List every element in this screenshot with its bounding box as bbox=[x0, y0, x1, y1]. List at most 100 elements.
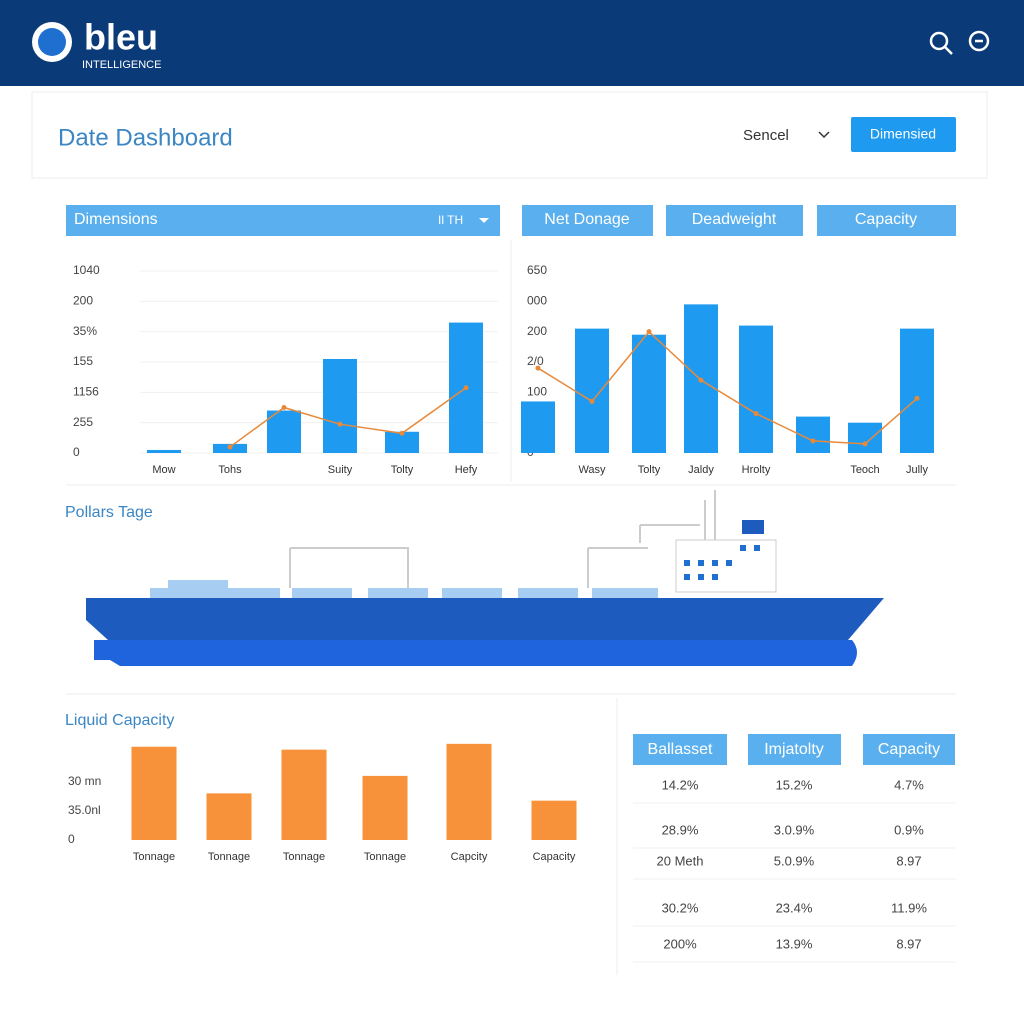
x-tick-label: Capcity bbox=[451, 851, 488, 863]
y-tick-label: 1040 bbox=[73, 263, 100, 277]
tab[interactable] bbox=[522, 205, 653, 236]
button-label[interactable]: Dimensied bbox=[870, 126, 936, 142]
point bbox=[753, 411, 759, 417]
tab-dropdown[interactable]: Il TH bbox=[438, 213, 463, 227]
x-tick-label: Tonnage bbox=[133, 851, 175, 863]
y-tick-label: 30 mn bbox=[68, 774, 101, 788]
x-tick-label: Jaldy bbox=[688, 464, 714, 476]
x-tick-label: Suity bbox=[328, 464, 353, 476]
table-cell: 28.9% bbox=[662, 822, 699, 837]
bar bbox=[900, 328, 934, 453]
column-header: Imjatolty bbox=[764, 741, 824, 758]
tab[interactable] bbox=[66, 205, 500, 236]
point bbox=[463, 385, 469, 391]
y-tick-label: 200 bbox=[73, 294, 93, 308]
ship bbox=[86, 490, 884, 666]
column-header: Capacity bbox=[878, 741, 940, 758]
select[interactable]: Sencel bbox=[743, 127, 789, 144]
x-tick-label: Tolty bbox=[391, 464, 414, 476]
point bbox=[698, 377, 704, 383]
y-tick-label: 000 bbox=[527, 294, 547, 308]
x-tick-label: Wasy bbox=[578, 464, 606, 476]
y-tick-label: 155 bbox=[73, 354, 93, 368]
bar bbox=[521, 401, 555, 453]
table-cell: 5.0.9% bbox=[774, 853, 815, 868]
bar bbox=[131, 746, 177, 840]
bar bbox=[575, 328, 609, 453]
table-cell: 8.97 bbox=[896, 853, 921, 868]
point bbox=[337, 421, 343, 427]
tab[interactable] bbox=[666, 205, 803, 236]
x-tick-label: Tohs bbox=[218, 464, 242, 476]
chart-title: Liquid Capacity bbox=[65, 712, 174, 729]
table-cell: 3.0.9% bbox=[774, 822, 815, 837]
tab[interactable] bbox=[817, 205, 956, 236]
bar bbox=[147, 449, 181, 453]
x-tick-label: Jully bbox=[906, 464, 929, 476]
y-tick-label: 0 bbox=[68, 832, 75, 846]
table-cell: 0.9% bbox=[894, 822, 924, 837]
button[interactable] bbox=[851, 117, 956, 152]
table-cell: 11.9% bbox=[891, 900, 927, 915]
bar bbox=[323, 358, 357, 453]
search-icon[interactable] bbox=[929, 31, 953, 55]
y-tick-label: 0 bbox=[73, 445, 80, 459]
table-cell: 8.97 bbox=[896, 936, 921, 951]
table-cell: 13.9% bbox=[776, 936, 813, 951]
point bbox=[862, 441, 868, 447]
point bbox=[281, 405, 287, 410]
table-header bbox=[748, 734, 841, 765]
table-header bbox=[633, 734, 727, 765]
y-tick-label: 2/0 bbox=[527, 354, 544, 368]
y-tick-label: 35% bbox=[73, 324, 97, 338]
bar bbox=[632, 334, 666, 453]
table-cell: 30.2% bbox=[662, 900, 699, 915]
tab-label[interactable]: Capacity bbox=[855, 211, 917, 228]
table-cell: 20 Meth bbox=[657, 853, 704, 868]
point bbox=[810, 438, 816, 444]
table-cell: 15.2% bbox=[776, 777, 813, 792]
zoom-icon[interactable] bbox=[968, 30, 990, 52]
x-tick-label: Tonnage bbox=[283, 851, 325, 863]
y-tick-label: 200 bbox=[527, 324, 547, 338]
tab-arrow[interactable] bbox=[479, 218, 489, 223]
table-cell: 4.7% bbox=[894, 777, 924, 792]
x-tick-label: Tolty bbox=[638, 464, 661, 476]
x-tick-label: Tonnage bbox=[364, 851, 406, 863]
point bbox=[535, 365, 541, 371]
tab-label[interactable]: Deadweight bbox=[692, 211, 777, 228]
bar bbox=[281, 749, 327, 840]
select-arrow[interactable] bbox=[818, 131, 830, 139]
x-tick-label: Teoch bbox=[850, 464, 879, 476]
table-cell: 23.4% bbox=[776, 900, 813, 915]
logo: bleu bbox=[84, 17, 158, 58]
point bbox=[646, 329, 652, 335]
x-tick-label: Hefy bbox=[455, 464, 478, 476]
bar bbox=[385, 431, 419, 453]
bar bbox=[531, 800, 577, 840]
y-tick-label: 1156 bbox=[73, 385, 99, 399]
bar bbox=[848, 422, 882, 453]
toolbar bbox=[31, 91, 988, 179]
x-tick-label: Mow bbox=[152, 464, 175, 476]
section-title: Pollars Tage bbox=[65, 504, 153, 521]
table-header bbox=[863, 734, 955, 765]
top-bar bbox=[0, 0, 1024, 86]
point bbox=[227, 444, 233, 450]
tab-label[interactable]: Net Donage bbox=[544, 211, 629, 228]
bar bbox=[267, 410, 301, 453]
x-tick-label: Capacity bbox=[533, 851, 576, 863]
bar bbox=[739, 325, 773, 453]
line bbox=[537, 330, 918, 445]
y-tick-label: 100 bbox=[527, 385, 547, 399]
column-header: Ballasset bbox=[648, 741, 713, 758]
bar bbox=[362, 775, 408, 840]
table-cell: 14.2% bbox=[662, 777, 699, 792]
point bbox=[914, 395, 920, 401]
logo-sub: INTELLIGENCE bbox=[82, 59, 161, 71]
bar bbox=[446, 743, 492, 840]
y-tick-label: 650 bbox=[527, 263, 547, 277]
tab-label[interactable]: Dimensions bbox=[74, 211, 158, 228]
table-cell: 200% bbox=[663, 936, 697, 951]
